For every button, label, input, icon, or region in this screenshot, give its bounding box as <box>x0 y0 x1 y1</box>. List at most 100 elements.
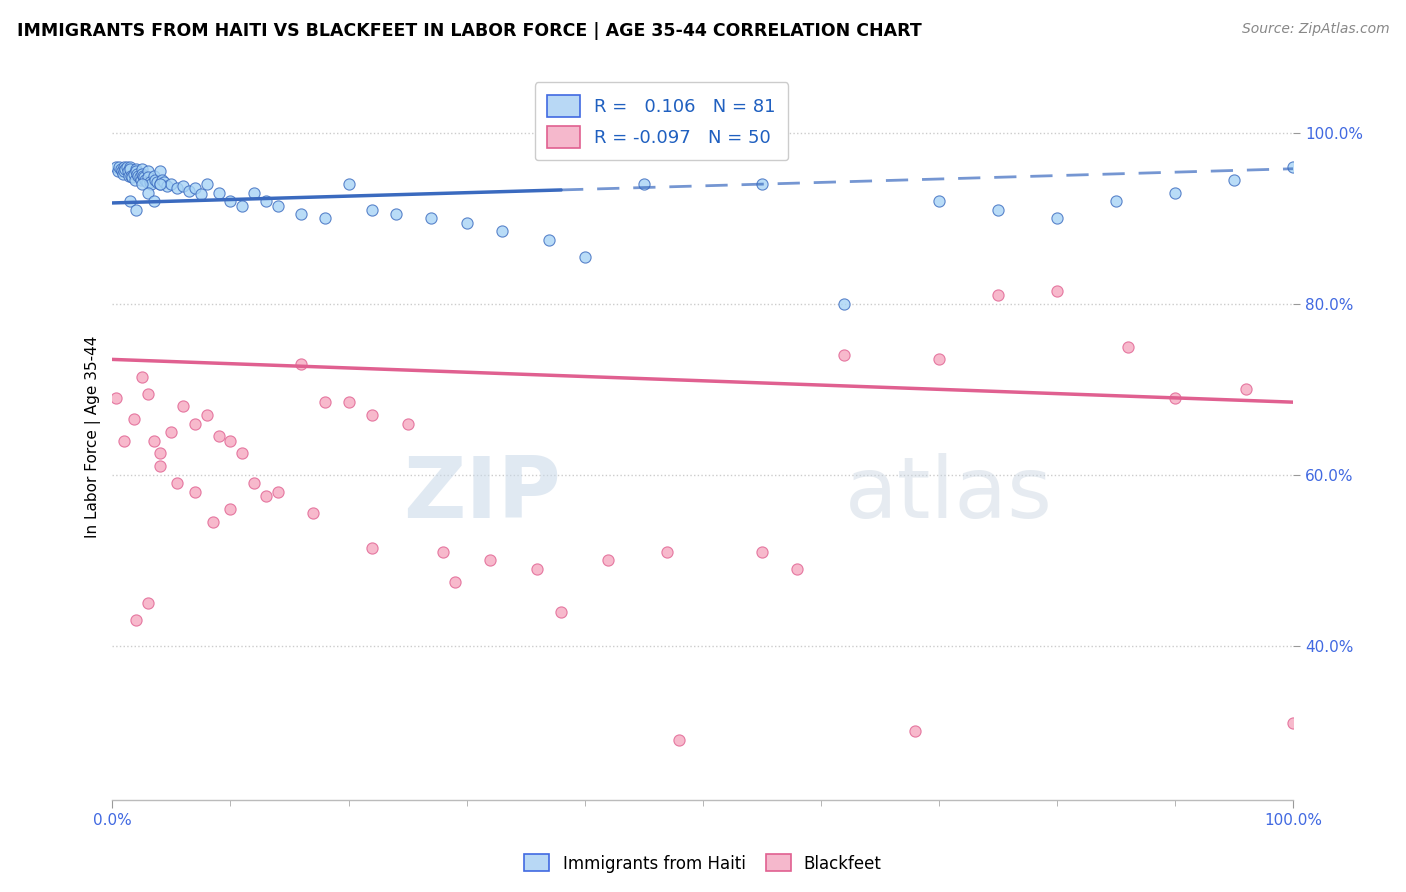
Point <box>231 446 253 460</box>
Point <box>834 297 856 311</box>
Point <box>117 164 139 178</box>
Point <box>254 489 277 503</box>
Point <box>598 553 620 567</box>
Point <box>668 732 690 747</box>
Point <box>125 613 148 627</box>
Point <box>128 170 150 185</box>
Point <box>132 169 155 183</box>
Point <box>384 207 406 221</box>
Point <box>184 417 207 431</box>
Point <box>208 429 231 443</box>
Point <box>124 173 146 187</box>
Point <box>134 173 156 187</box>
Point <box>195 408 218 422</box>
Point <box>104 160 127 174</box>
Point <box>136 596 159 610</box>
Point <box>136 164 159 178</box>
Point <box>254 194 277 209</box>
Point <box>219 194 242 209</box>
Point <box>146 176 169 190</box>
Point <box>142 194 165 209</box>
Text: atlas: atlas <box>845 453 1053 536</box>
Point <box>420 211 443 226</box>
Point <box>538 233 561 247</box>
Point <box>1164 391 1187 405</box>
Point <box>131 167 153 181</box>
Point <box>231 198 253 212</box>
Point <box>125 161 148 176</box>
Point <box>156 178 179 193</box>
Point <box>127 167 149 181</box>
Point <box>166 181 188 195</box>
Point <box>160 425 183 439</box>
Point <box>127 169 149 183</box>
Point <box>491 224 513 238</box>
Point <box>149 446 172 460</box>
Point <box>361 408 384 422</box>
Point <box>1234 382 1257 396</box>
Point <box>1282 160 1305 174</box>
Point <box>928 194 950 209</box>
Point <box>657 545 679 559</box>
Point <box>120 161 142 176</box>
Legend: Immigrants from Haiti, Blackfeet: Immigrants from Haiti, Blackfeet <box>517 847 889 880</box>
Point <box>208 186 231 200</box>
Point <box>195 177 218 191</box>
Point <box>751 545 773 559</box>
Point <box>751 177 773 191</box>
Point <box>108 160 131 174</box>
Point <box>1046 284 1069 298</box>
Point <box>149 459 172 474</box>
Point <box>396 417 419 431</box>
Point <box>136 186 159 200</box>
Point <box>526 562 548 576</box>
Text: ZIP: ZIP <box>404 453 561 536</box>
Point <box>136 170 159 185</box>
Point <box>928 352 950 367</box>
Point <box>184 485 207 500</box>
Point <box>131 161 153 176</box>
Point <box>136 386 159 401</box>
Point <box>361 541 384 555</box>
Point <box>114 161 136 176</box>
Point <box>219 502 242 516</box>
Point <box>153 176 176 190</box>
Point <box>112 160 135 174</box>
Point <box>361 202 384 217</box>
Point <box>1223 173 1246 187</box>
Point <box>786 562 808 576</box>
Point <box>121 170 143 185</box>
Point <box>290 357 312 371</box>
Point <box>1116 340 1139 354</box>
Point <box>120 194 142 209</box>
Point <box>243 476 266 491</box>
Point <box>142 169 165 183</box>
Point <box>314 395 336 409</box>
Point <box>1046 211 1069 226</box>
Point <box>111 164 134 178</box>
Point <box>135 176 157 190</box>
Point <box>131 369 153 384</box>
Point <box>190 187 212 202</box>
Point <box>201 515 224 529</box>
Point <box>267 198 290 212</box>
Point <box>834 348 856 362</box>
Point <box>479 553 502 567</box>
Point <box>142 434 165 448</box>
Point <box>112 164 135 178</box>
Point <box>1164 186 1187 200</box>
Point <box>987 288 1010 302</box>
Point <box>118 169 141 183</box>
Point <box>179 184 201 198</box>
Point <box>131 177 153 191</box>
Point <box>1105 194 1128 209</box>
Point <box>149 177 172 191</box>
Point <box>633 177 655 191</box>
Point <box>150 173 173 187</box>
Point <box>337 177 360 191</box>
Point <box>125 202 148 217</box>
Y-axis label: In Labor Force | Age 35-44: In Labor Force | Age 35-44 <box>86 335 101 538</box>
Point <box>987 202 1010 217</box>
Point <box>243 186 266 200</box>
Point <box>104 391 127 405</box>
